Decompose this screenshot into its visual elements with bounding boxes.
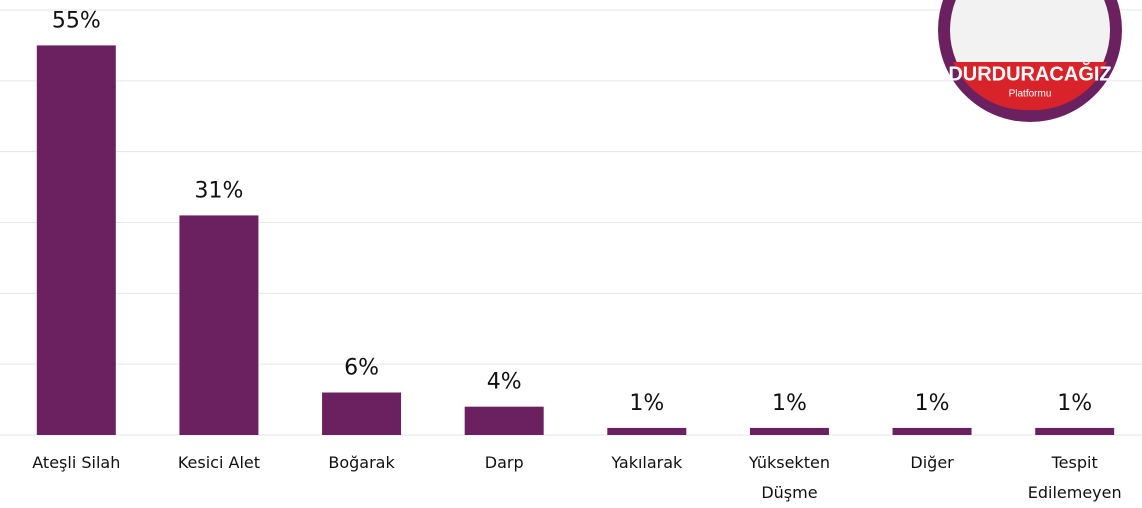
x-tick-label: Darp <box>484 453 524 472</box>
x-tick-label: Ateşli Silah <box>32 453 121 472</box>
value-label: 1% <box>915 391 950 416</box>
bar <box>1035 427 1115 435</box>
logo: DURDURACAĞIZ Platformu <box>938 0 1122 122</box>
value-label: 1% <box>629 391 664 416</box>
bar <box>464 406 544 435</box>
x-tick-label: Diğer <box>910 453 954 472</box>
value-label: 4% <box>487 370 522 395</box>
bar <box>36 45 116 436</box>
bar <box>607 427 687 435</box>
bar <box>322 392 402 435</box>
plot: 55% 31% 6% 4% 1% 1% 1% 1% <box>0 8 1142 436</box>
bar <box>749 427 829 435</box>
value-label: 1% <box>1057 391 1092 416</box>
x-tick-label: Kesici Alet <box>177 453 261 472</box>
bar <box>892 427 972 435</box>
logo-band <box>953 62 1107 111</box>
logo-subtitle: Platformu <box>1009 89 1052 100</box>
value-label: 6% <box>344 356 379 381</box>
x-tick-label: Yakılarak <box>611 453 683 472</box>
value-label: 55% <box>52 8 101 33</box>
bar <box>179 215 259 435</box>
value-label: 31% <box>194 178 243 203</box>
logo-title: DURDURACAĞIZ <box>948 61 1111 85</box>
x-tick-label: Tespit Edilemeyen <box>1027 453 1122 502</box>
x-tick-label: Boğarak <box>328 453 395 472</box>
value-label: 1% <box>772 391 807 416</box>
x-tick-label: Yüksekten Düşme <box>748 453 830 502</box>
